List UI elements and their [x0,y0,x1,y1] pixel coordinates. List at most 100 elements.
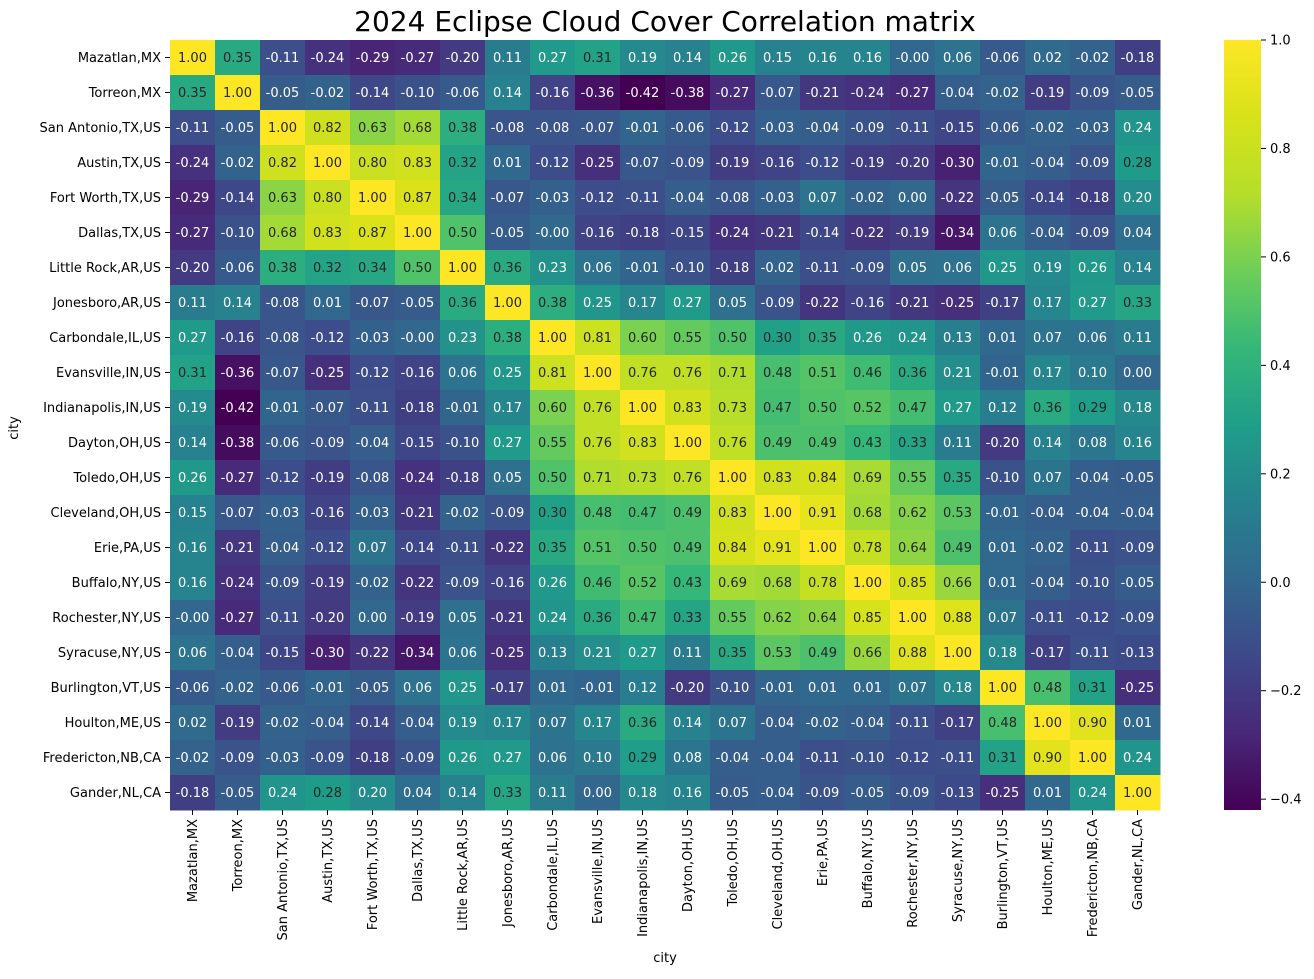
heatmap-cell [935,460,981,496]
heatmap-cell [350,670,396,706]
y-tick-label: Torreon,MX [88,86,161,101]
heatmap-cell [980,775,1026,811]
cell-value-label: 0.23 [538,261,567,276]
cell-value-label: 0.08 [1078,436,1107,451]
cell-value-label: 0.14 [1123,261,1152,276]
cell-value-label: 0.07 [808,191,837,206]
cell-value-label: 0.51 [808,366,837,381]
cell-value-label: -0.05 [221,786,255,801]
heatmap-cells [170,40,1161,811]
cell-value-label: -0.21 [491,611,525,626]
heatmap-cell [575,425,621,461]
heatmap-cell [215,565,261,601]
heatmap-cell [440,40,486,76]
y-tick-label: San Antonio,TX,US [40,121,161,136]
heatmap-cell [485,75,531,111]
heatmap-cell [980,180,1026,216]
y-tick-label: Mazatlan,MX [78,51,161,66]
heatmap-cell [1115,75,1161,111]
cell-value-label: 0.76 [673,366,702,381]
heatmap-cell [260,775,306,811]
heatmap-cell [890,705,936,741]
y-tick-label: Gander,NL,CA [70,786,161,801]
heatmap-cell [1115,40,1161,76]
cell-value-label: 0.82 [268,156,297,171]
heatmap-cell [305,425,351,461]
heatmap-cell [1070,110,1116,146]
cell-value-label: -0.21 [761,226,795,241]
heatmap-cell [575,75,621,111]
heatmap-cell [1025,110,1071,146]
heatmap-cell [530,40,576,76]
heatmap-cell [170,355,216,391]
heatmap-cell [350,600,396,636]
heatmap-cell [1070,425,1116,461]
heatmap-cell [665,705,711,741]
heatmap-cell [260,215,306,251]
cell-value-label: 0.14 [1033,436,1062,451]
heatmap-cell [710,285,756,321]
cell-value-label: 1.00 [718,471,747,486]
cell-value-label: -0.04 [1031,576,1065,591]
cell-value-label: 0.51 [583,541,612,556]
heatmap-cell [710,75,756,111]
cell-value-label: 1.00 [538,331,567,346]
cell-value-label: 0.16 [853,51,882,66]
heatmap-cell [845,215,891,251]
cell-value-label: -0.02 [986,86,1020,101]
cell-value-label: 0.50 [538,471,567,486]
heatmap-cell [395,40,441,76]
heatmap-cell [350,390,396,426]
x-tick-label: Indianapolis,IN,US [636,819,651,937]
x-tick-label: Evansville,IN,US [591,819,606,924]
cell-value-label: 0.43 [673,576,702,591]
heatmap-cell [575,110,621,146]
cell-value-label: 0.34 [358,261,387,276]
cell-value-label: -0.02 [221,156,255,171]
cell-value-label: 0.05 [718,296,747,311]
cell-value-label: -0.11 [896,121,930,136]
heatmap-cell [485,495,531,531]
heatmap-cell [215,180,261,216]
heatmap-cell [575,705,621,741]
cell-value-label: 0.71 [583,471,612,486]
cell-value-label: -0.05 [266,86,300,101]
cell-value-label: 0.33 [1123,296,1152,311]
heatmap-cell [665,740,711,776]
cell-value-label: -0.12 [266,471,300,486]
cell-value-label: -0.24 [176,156,210,171]
heatmap-cell [665,145,711,181]
cell-value-label: -0.00 [896,51,930,66]
cell-value-label: 0.24 [1123,751,1152,766]
cell-value-label: -0.20 [896,156,930,171]
cell-value-label: 0.84 [718,541,747,556]
cell-value-label: 1.00 [178,51,207,66]
heatmap-cell [710,180,756,216]
heatmap-cell [350,75,396,111]
cell-value-label: 0.26 [853,331,882,346]
cell-value-label: -0.09 [851,121,885,136]
cell-value-label: 0.07 [1033,331,1062,346]
heatmap-cell [980,740,1026,776]
x-tick-label: Cleveland,OH,US [771,819,786,930]
cell-value-label: 0.53 [943,506,972,521]
heatmap-cell [170,110,216,146]
cell-value-label: -0.17 [986,296,1020,311]
heatmap-cell [620,180,666,216]
heatmap-cell [395,705,441,741]
heatmap-cell [305,390,351,426]
cell-value-label: 0.11 [538,786,567,801]
heatmap-cell [260,75,306,111]
cell-value-label: 0.00 [898,191,927,206]
cell-value-label: -0.15 [941,121,975,136]
cell-value-label: 0.32 [313,261,342,276]
cell-value-label: 1.00 [448,261,477,276]
cell-value-label: 0.76 [583,401,612,416]
cell-value-label: 0.35 [808,331,837,346]
cell-value-label: -0.18 [716,261,750,276]
cell-value-label: -0.08 [266,331,300,346]
cell-value-label: 0.26 [178,471,207,486]
heatmap-cell [305,145,351,181]
heatmap-cell [890,670,936,706]
heatmap-cell [755,355,801,391]
